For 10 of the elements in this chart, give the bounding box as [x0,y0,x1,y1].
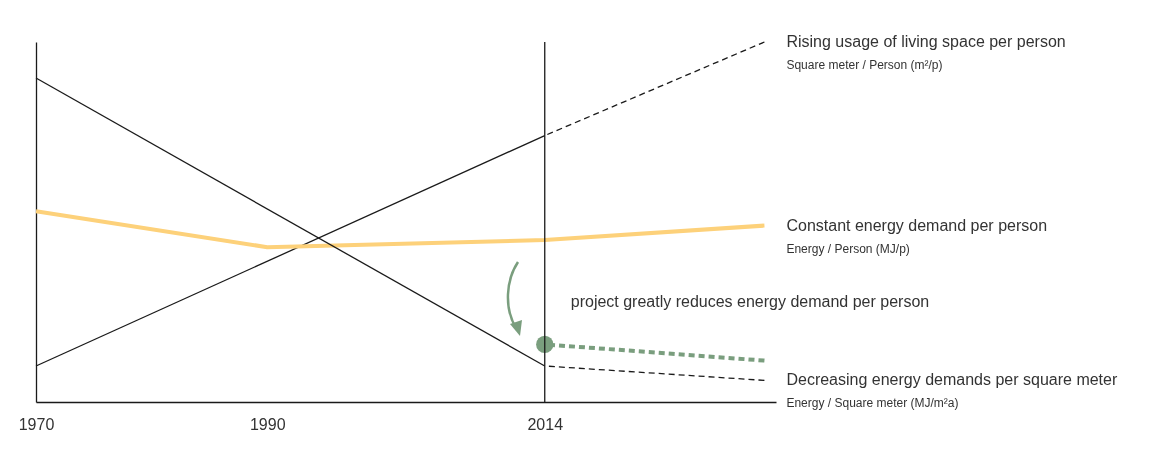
series-label: Decreasing energy demands per square meter [786,371,1118,389]
annotation: project greatly reduces energy demand per person [570,293,930,311]
series-label: Rising usage of living space per person [786,33,1066,50]
text: Energy / Person (MJ/p) [786,241,910,256]
text: Energy / Square meter (MJ/m²a) [786,396,959,411]
text: Square meter / Person (m²/p) [786,58,943,72]
x-tick-label: 1970 [18,415,55,433]
x-tick-label: 1990 [249,415,286,433]
x-tick-label: 2014 [527,415,564,433]
series-label: Constant energy demand per person [786,216,1048,234]
